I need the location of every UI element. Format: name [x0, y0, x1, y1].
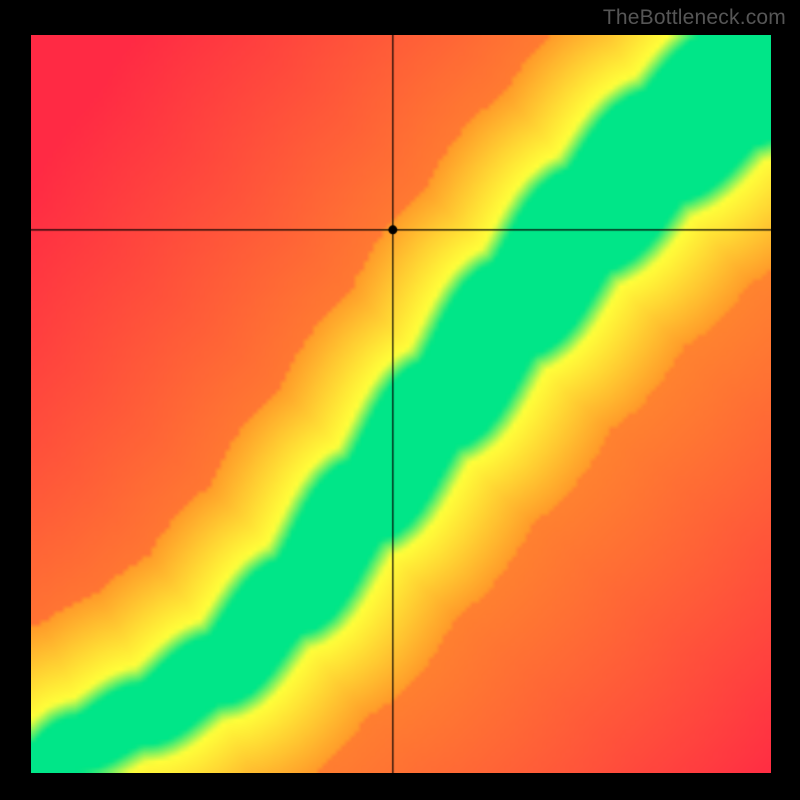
bottleneck-heatmap [31, 35, 771, 773]
watermark-text: TheBottleneck.com [603, 6, 786, 30]
chart-stage: TheBottleneck.com [0, 0, 800, 800]
